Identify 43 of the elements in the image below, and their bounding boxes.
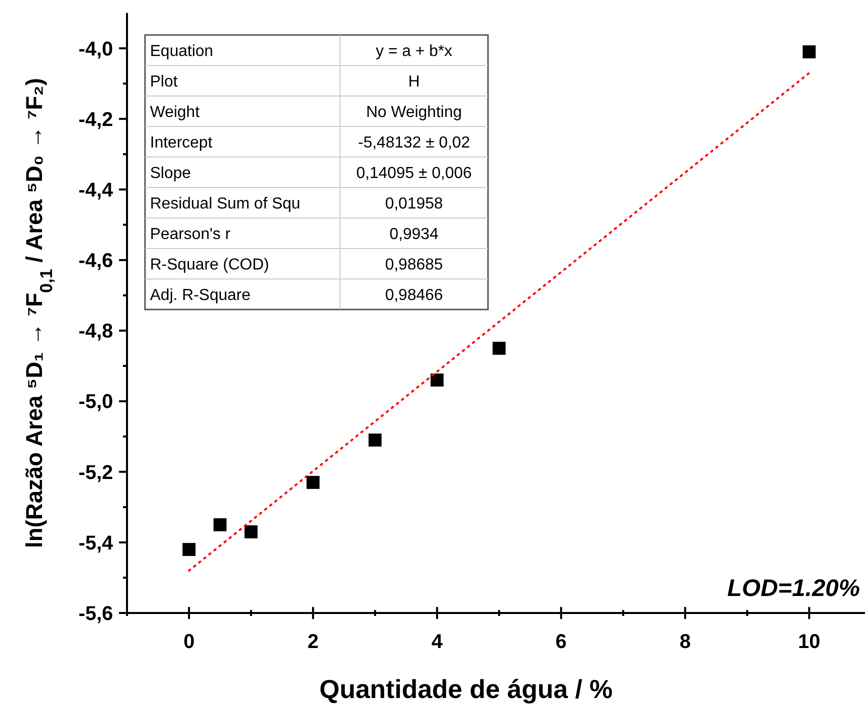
- x-tick-label: 6: [556, 631, 567, 653]
- x-axis-title: Quantidade de água / %: [319, 674, 613, 704]
- point: [368, 434, 382, 447]
- annotation: LOD=1.20%: [727, 575, 860, 602]
- x-tick-label: 2: [307, 631, 319, 653]
- y-tick-label: -5,4: [78, 532, 114, 554]
- x-tick-label: 4: [432, 631, 444, 653]
- annotation: H: [408, 73, 420, 90]
- y-tick-label: -4,8: [78, 320, 113, 343]
- y-tick-label: -4,4: [78, 179, 114, 202]
- annotation: Pearson's r: [150, 226, 232, 243]
- point: [244, 525, 258, 538]
- annotation: -5,48132 ± 0,02: [358, 134, 470, 152]
- x-tick-label: 10: [798, 631, 820, 653]
- point: [306, 476, 320, 489]
- x-tick-label: 8: [680, 631, 691, 653]
- annotation: 0,14095 ± 0,006: [356, 164, 472, 182]
- annotation: Residual Sum of Squ: [150, 195, 300, 212]
- annotation: Adj. R-Square: [150, 286, 251, 304]
- annotation: 0,98685: [385, 256, 444, 274]
- annotation: y = a + b*x: [376, 42, 452, 60]
- y-tick-label: -5,0: [78, 391, 113, 414]
- annotation: 0,98466: [385, 286, 444, 304]
- annotation: 0,9934: [390, 226, 439, 243]
- y-tick-label: -4,6: [78, 250, 113, 272]
- annotation: Equation: [150, 42, 214, 60]
- y-tick-label: -4,2: [78, 108, 113, 131]
- y-tick-label: -5,2: [78, 462, 113, 484]
- y-tick-label: -5,6: [78, 603, 113, 625]
- annotation: 0,01958: [385, 195, 444, 212]
- annotation: Weight: [150, 104, 200, 121]
- annotation: Plot: [150, 73, 178, 90]
- x-tick-label: 0: [183, 631, 195, 653]
- annotation: R-Square (COD): [150, 256, 270, 274]
- annotation: Intercept: [150, 134, 213, 152]
- point: [214, 518, 227, 532]
- point: [430, 374, 444, 387]
- point: [182, 542, 196, 556]
- point: [802, 45, 816, 58]
- annotation: No Weighting: [366, 104, 462, 121]
- annotation: Slope: [150, 164, 192, 182]
- point: [492, 342, 506, 355]
- y-tick-label: -4,0: [78, 38, 113, 60]
